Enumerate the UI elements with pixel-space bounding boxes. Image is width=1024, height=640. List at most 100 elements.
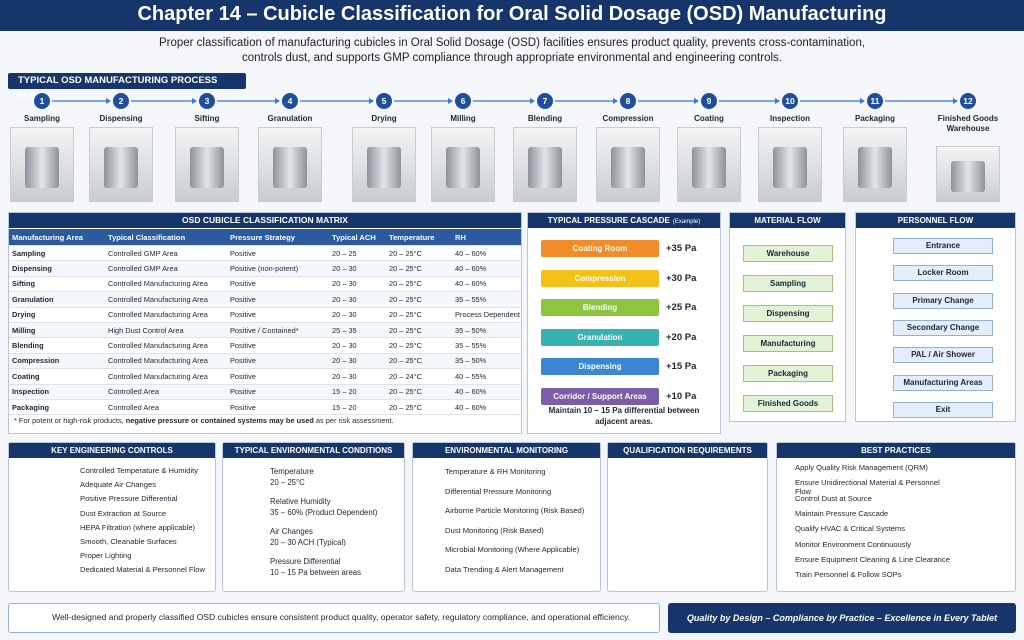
cascade-pressure: +10 Pa <box>666 390 697 402</box>
cell: 20 – 30 <box>329 291 386 308</box>
env-label: Temperature <box>270 467 314 476</box>
matrix-note: * For potent or high-risk products, nega… <box>14 416 519 428</box>
cascade-title: TYPICAL PRESSURE CASCADE (Example) <box>528 213 720 228</box>
cell: 20 – 25°C <box>386 337 452 354</box>
cell: 20 – 30 <box>329 368 386 385</box>
step-label: Milling <box>450 114 476 123</box>
cascade-pressure: +30 Pa <box>666 272 697 284</box>
cell: Blending <box>9 337 105 354</box>
step-label: Drying <box>371 114 397 123</box>
cascade-title-note: (Example) <box>672 219 701 225</box>
step-label: Dispensing <box>99 114 143 123</box>
env-label: Air Changes <box>270 527 313 536</box>
step-label: Granulation <box>267 114 313 123</box>
env-value: 10 – 15 Pa between areas <box>270 568 362 577</box>
engineering-item: Controlled Temperature & Humidity <box>80 466 199 475</box>
engineering-item: HEPA Filtration (where applicable) <box>80 522 196 532</box>
cell: Compression <box>9 353 105 370</box>
step-label: Coating <box>694 114 724 123</box>
cell: 20 – 25°C <box>386 384 452 400</box>
best-practices-box <box>776 442 1016 592</box>
engineering-item: Proper Lighting <box>80 551 132 561</box>
arrow-head <box>530 98 535 104</box>
quadrant-code: DQ <box>663 482 681 494</box>
table-row: Granulation Controlled Manufacturing Area… <box>9 291 521 308</box>
step-image <box>431 127 495 202</box>
column-header: RH <box>452 229 521 246</box>
cell: Controlled Manufacturing Area <box>105 337 227 354</box>
cell: Sifting <box>9 276 105 293</box>
qualification-title: QUALIFICATION REQUIREMENTS <box>608 443 767 458</box>
best-practices-title: BEST PRACTICES <box>777 443 1015 458</box>
step-number: 9 <box>701 93 717 109</box>
step-label: Compression <box>602 114 654 123</box>
quadrant-name: Installation Qualification <box>697 497 735 513</box>
step-number: 7 <box>537 93 553 109</box>
cell: 20 – 25°C <box>386 260 452 277</box>
arrow-head <box>192 98 197 104</box>
step-image <box>513 127 577 202</box>
cell: Positive <box>227 368 329 385</box>
step-number: 11 <box>867 93 883 109</box>
cell: 25 – 35 <box>329 322 386 339</box>
process-title: TYPICAL OSD MANUFACTURING PROCESS FLOW <box>8 73 246 102</box>
table-row: Drying Controlled Manufacturing Area Posit… <box>9 307 521 323</box>
personnel-step: Manufacturing Areas <box>893 374 993 391</box>
column-header: Typical Classification <box>105 229 227 246</box>
cell: 20 – 30 <box>329 337 386 354</box>
material-title: MATERIAL FLOW <box>730 213 845 228</box>
personnel-step: PAL / Air Shower <box>893 347 993 364</box>
cell: 20 – 30 <box>329 307 386 323</box>
cell: 20 – 30 <box>329 260 386 277</box>
cell: 20 – 30 <box>329 353 386 370</box>
cell: Granulation <box>9 291 105 308</box>
cascade-pressure: +35 Pa <box>666 243 697 254</box>
monitoring-item: Dust Monitoring (Risk Based) <box>445 525 544 535</box>
arrow-head <box>953 98 958 104</box>
machine <box>25 146 59 188</box>
step-label: Sampling <box>23 114 60 123</box>
cell: Controlled Manufacturing Area <box>105 276 227 293</box>
step-image <box>843 127 907 202</box>
column-header: Manufacturing Area <box>9 229 105 246</box>
cell: Positive / Contained* <box>227 322 329 339</box>
monitoring-item: Data Trending & Alert Management <box>445 564 564 574</box>
machine <box>692 146 726 188</box>
step-image <box>175 127 239 202</box>
cell: 20 – 25°C <box>386 276 452 293</box>
cell: Controlled Manufacturing Area <box>105 353 227 370</box>
engineering-item: Smooth, Cleanable Surfaces <box>80 537 177 546</box>
best-practice: Qualify HVAC & Critical Systems <box>795 524 905 534</box>
cell: 15 – 20 <box>329 399 386 416</box>
column-header: Typical ACH <box>329 229 386 246</box>
best-practice: Maintain Pressure Cascade <box>795 508 889 518</box>
matrix-table: Manufacturing Area Typical Classification… <box>9 229 521 416</box>
env-label: Relative Humidity <box>270 497 331 506</box>
table-row: Dispensing Controlled GMP Area Positive (n… <box>9 260 521 277</box>
step-image <box>89 127 153 202</box>
cell: 40 – 60% <box>452 384 521 400</box>
step-image <box>352 127 416 202</box>
cell: Positive <box>227 384 329 400</box>
table-row: Milling High Dust Control Area Positive / … <box>9 322 521 339</box>
cascade-room: Granulation <box>541 328 659 346</box>
table-row: Sifting Controlled Manufacturing Area Posi… <box>9 276 521 293</box>
step-label: Blending <box>527 114 563 123</box>
env-value: 20 – 25°C <box>270 478 305 487</box>
step-image <box>258 127 322 202</box>
machine <box>858 146 892 188</box>
material-step: Manufacturing <box>743 335 833 352</box>
cell: 40 – 60% <box>452 245 521 262</box>
engineering-box <box>8 442 216 592</box>
step-label: Finished Goods Warehouse <box>937 114 999 133</box>
cell: 40 – 55% <box>452 368 521 385</box>
cell: 40 – 60% <box>452 399 521 416</box>
personnel-title: PERSONNEL FLOW <box>856 213 1015 228</box>
step-number: 12 <box>960 93 976 109</box>
material-step: Warehouse <box>743 245 833 262</box>
cell: 20 – 25°C <box>386 399 452 416</box>
arrow-head <box>613 98 618 104</box>
cell: Controlled Manufacturing Area <box>105 307 227 323</box>
quadrant-name: Performance Qualification <box>653 547 691 563</box>
